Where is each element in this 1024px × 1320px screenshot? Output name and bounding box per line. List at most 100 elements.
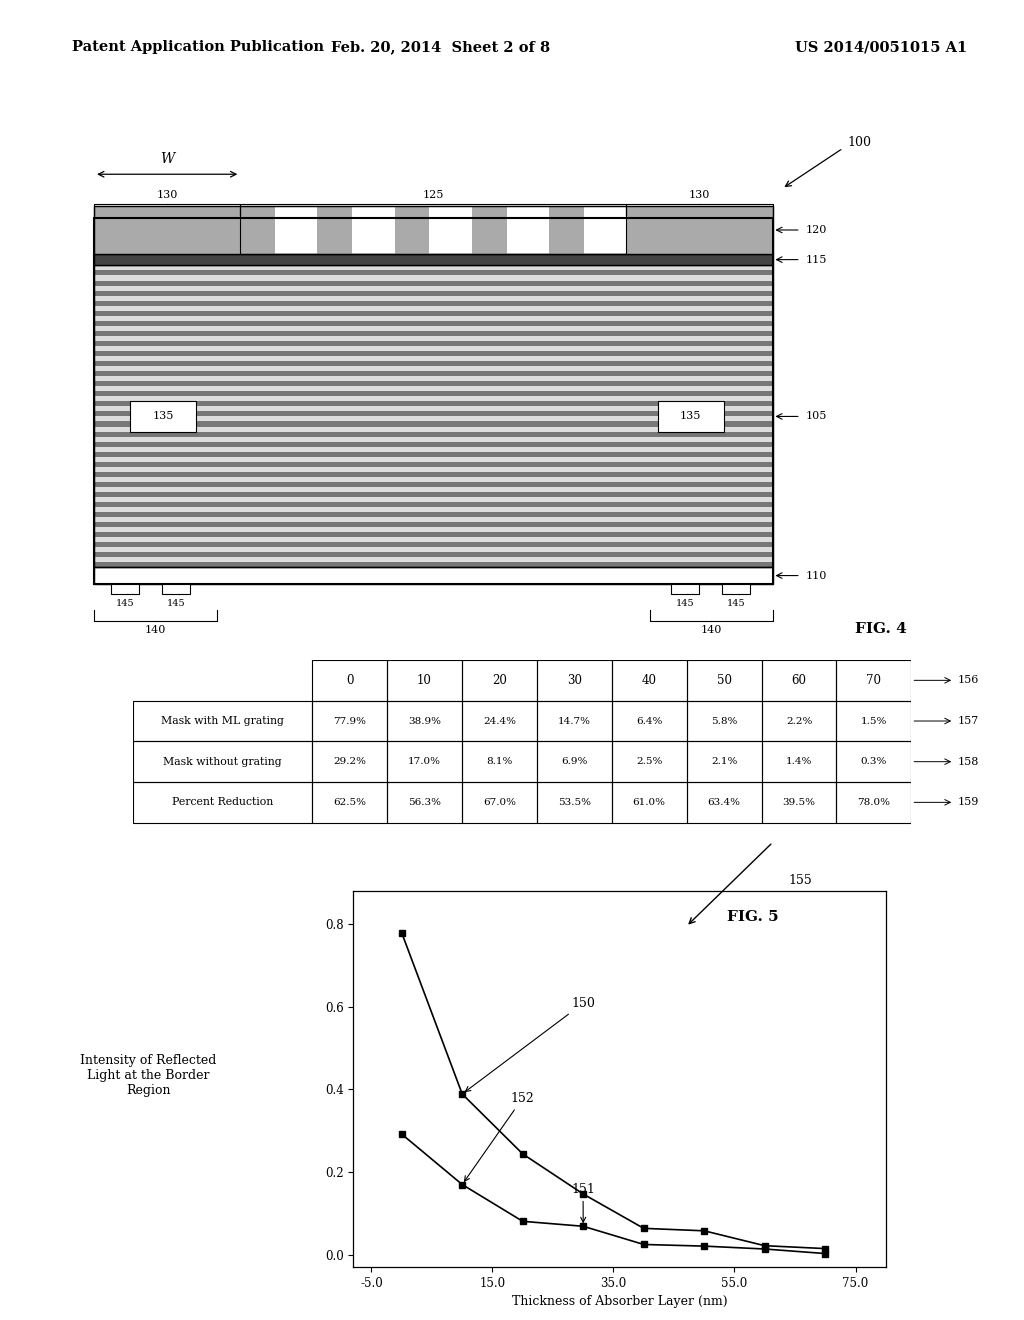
Bar <box>94 335 772 341</box>
Bar <box>94 512 772 517</box>
Bar <box>94 331 772 335</box>
Text: 125: 125 <box>423 190 444 201</box>
Bar <box>312 701 387 742</box>
Bar <box>94 290 772 296</box>
Bar <box>94 265 772 271</box>
Text: 67.0%: 67.0% <box>483 797 516 807</box>
Text: 1.4%: 1.4% <box>785 758 812 766</box>
Bar <box>722 583 750 594</box>
Text: 2.1%: 2.1% <box>711 758 737 766</box>
Bar <box>94 548 772 552</box>
Bar <box>94 507 772 512</box>
Bar <box>94 315 772 321</box>
Text: 10: 10 <box>417 673 432 686</box>
Text: 2.2%: 2.2% <box>785 717 812 726</box>
Bar <box>94 381 772 387</box>
Bar <box>94 387 772 391</box>
FancyBboxPatch shape <box>657 401 724 432</box>
Bar <box>94 206 241 253</box>
Bar <box>611 660 687 701</box>
Text: 53.5%: 53.5% <box>558 797 591 807</box>
Text: 14.7%: 14.7% <box>558 717 591 726</box>
Text: US 2014/0051015 A1: US 2014/0051015 A1 <box>795 40 967 54</box>
Bar <box>133 742 312 781</box>
Bar <box>94 432 772 437</box>
Bar <box>162 583 190 594</box>
Bar <box>537 660 611 701</box>
Bar <box>671 583 699 594</box>
Text: Intensity of Reflected
Light at the Border
Region: Intensity of Reflected Light at the Bord… <box>80 1055 217 1097</box>
Bar <box>94 523 772 527</box>
Bar <box>94 517 772 523</box>
Text: 105: 105 <box>806 412 826 421</box>
Bar <box>549 206 584 253</box>
Text: 20: 20 <box>492 673 507 686</box>
Bar <box>837 660 911 701</box>
Text: Patent Application Publication: Patent Application Publication <box>72 40 324 54</box>
Text: Mask with ML grating: Mask with ML grating <box>161 715 284 726</box>
Text: 157: 157 <box>958 715 979 726</box>
Bar <box>94 306 772 310</box>
Bar <box>687 660 762 701</box>
Bar <box>94 271 772 276</box>
Bar <box>837 781 911 822</box>
Bar <box>94 296 772 301</box>
Bar <box>94 346 772 351</box>
Bar <box>312 781 387 822</box>
Bar <box>394 206 429 253</box>
Bar <box>94 457 772 462</box>
Text: W: W <box>160 152 174 165</box>
Bar <box>762 701 837 742</box>
Text: 1.5%: 1.5% <box>861 717 887 726</box>
Bar <box>94 326 772 331</box>
Bar <box>94 401 772 407</box>
Bar <box>94 416 772 421</box>
Text: 29.2%: 29.2% <box>333 758 366 766</box>
Bar <box>94 412 772 416</box>
Text: 145: 145 <box>116 599 134 607</box>
Text: 110: 110 <box>806 570 826 581</box>
Bar <box>611 742 687 781</box>
FancyBboxPatch shape <box>130 401 196 432</box>
Bar <box>611 701 687 742</box>
Bar <box>94 467 772 471</box>
Bar <box>94 301 772 306</box>
Text: Mask without grating: Mask without grating <box>163 756 282 767</box>
Bar <box>94 442 772 446</box>
Bar <box>537 742 611 781</box>
Bar <box>112 583 139 594</box>
Bar <box>94 391 772 396</box>
Bar <box>94 366 772 371</box>
Text: 120: 120 <box>806 224 826 235</box>
Text: 24.4%: 24.4% <box>483 717 516 726</box>
Bar <box>462 781 537 822</box>
Bar <box>94 426 772 432</box>
Text: 0: 0 <box>346 673 353 686</box>
Bar <box>94 310 772 315</box>
Text: 8.1%: 8.1% <box>486 758 513 766</box>
Bar <box>94 562 772 568</box>
Text: 159: 159 <box>958 797 979 808</box>
Bar <box>133 781 312 822</box>
Bar <box>94 265 772 568</box>
Bar <box>94 446 772 451</box>
Bar <box>241 206 275 253</box>
Text: 60: 60 <box>792 673 807 686</box>
Bar <box>94 568 772 583</box>
Bar <box>94 321 772 326</box>
Text: 100: 100 <box>848 136 871 149</box>
Bar <box>94 218 772 583</box>
Bar <box>94 537 772 543</box>
Text: 130: 130 <box>689 190 711 201</box>
Bar <box>94 437 772 442</box>
Text: 151: 151 <box>571 1183 595 1222</box>
Text: 70: 70 <box>866 673 882 686</box>
Bar <box>762 660 837 701</box>
Text: 38.9%: 38.9% <box>408 717 441 726</box>
Bar <box>94 421 772 426</box>
Bar <box>94 502 772 507</box>
Text: 6.4%: 6.4% <box>636 717 663 726</box>
Bar <box>94 527 772 532</box>
Bar <box>94 396 772 401</box>
Text: 56.3%: 56.3% <box>408 797 441 807</box>
